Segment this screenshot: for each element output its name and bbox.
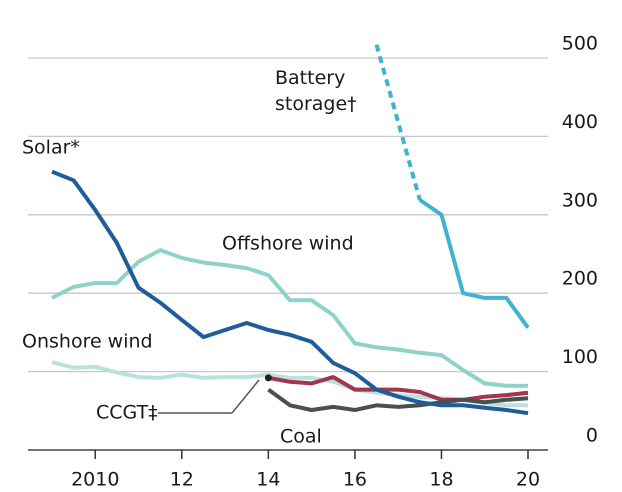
series-label: Solar* xyxy=(22,137,80,159)
y-tick-label: 100 xyxy=(562,346,598,368)
series-label-line: Battery xyxy=(275,67,345,89)
series-line xyxy=(418,198,530,329)
series-label: Offshore wind xyxy=(222,233,354,255)
series-label: Coal xyxy=(280,426,322,448)
series-line xyxy=(374,44,422,201)
annotation-connector xyxy=(231,379,260,414)
y-tick-label: 0 xyxy=(586,425,598,447)
series-line xyxy=(268,375,529,402)
series-label: CCGT‡ xyxy=(96,402,158,424)
x-tick-label: 2010 xyxy=(71,469,119,491)
series-label-line: storage† xyxy=(275,93,357,115)
x-tick-label: 16 xyxy=(343,469,367,491)
annotation-point xyxy=(264,374,272,382)
x-tick-label: 12 xyxy=(170,469,194,491)
x-tick-label: 18 xyxy=(429,469,453,491)
series-label: Battery storage† xyxy=(275,67,357,115)
x-tick-label: 20 xyxy=(516,469,540,491)
y-tick-label: 400 xyxy=(562,111,598,133)
y-tick-label: 300 xyxy=(562,189,598,211)
series-line xyxy=(51,169,529,416)
series-label: Onshore wind xyxy=(22,331,153,353)
series-line xyxy=(267,387,529,412)
x-tick-label: 14 xyxy=(256,469,280,491)
y-tick-label: 200 xyxy=(562,268,598,290)
y-tick-label: 500 xyxy=(562,33,598,55)
